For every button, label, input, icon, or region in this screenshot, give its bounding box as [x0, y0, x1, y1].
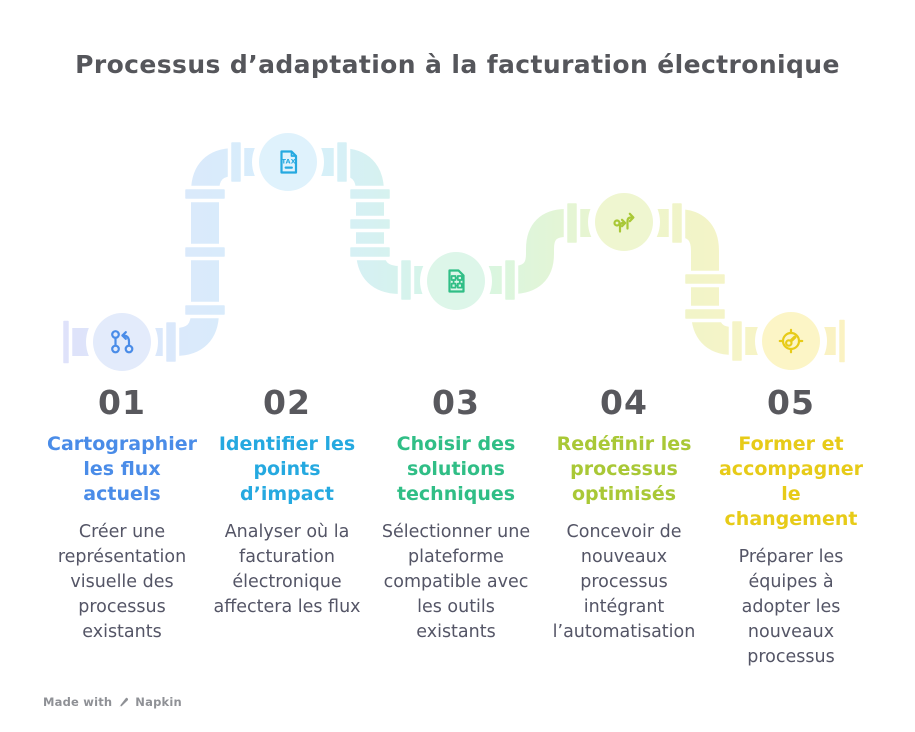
- pipe-joint: [728, 317, 746, 365]
- flow-branch-icon: [111, 330, 134, 354]
- page-title: Processus d’adaptation à la facturation …: [75, 50, 840, 79]
- pipe-joint: [681, 305, 729, 323]
- step-description: Concevoir de nouveaux processus intégran…: [552, 522, 696, 642]
- node-circle: [93, 313, 151, 371]
- step-column-4: 04 Redéfinir les processus optimisés Con…: [539, 384, 709, 645]
- node-circle: [427, 252, 485, 310]
- step-title: Cartographier les flux actuels: [47, 433, 197, 505]
- napkin-logo-icon: [119, 697, 129, 707]
- pipe-joint: [346, 185, 394, 203]
- pipe-joint: [333, 138, 351, 186]
- pipe-joint: [563, 199, 581, 247]
- watermark: Made with Napkin: [43, 695, 182, 709]
- selection-document-icon: [448, 269, 465, 293]
- step-number: 05: [767, 383, 815, 422]
- step-title: Choisir des solutions techniques: [396, 433, 516, 505]
- step-number: 03: [432, 383, 480, 422]
- step-column-5: 05 Former et accompagner le changement P…: [706, 384, 876, 670]
- step-title: Former et accompagner le changement: [718, 433, 863, 530]
- step-number: 01: [98, 383, 146, 422]
- step-title: Identifier les points d’impact: [218, 433, 356, 505]
- pipe-joint: [162, 318, 180, 366]
- step-description: Préparer les équipes à adopter les nouve…: [738, 547, 844, 667]
- node-step-2: TAX: [252, 126, 324, 198]
- step-column-1: 01 Cartographier les flux actuels Créer …: [37, 384, 207, 645]
- pipe-joint: [681, 270, 729, 288]
- step-description: Sélectionner une plateforme compatible a…: [381, 522, 531, 642]
- node-step-3: [420, 245, 492, 317]
- step-description: Créer une représentation visuelle des pr…: [57, 522, 187, 642]
- step-title: Redéfinir les processus optimisés: [556, 433, 692, 505]
- node-step-5: [755, 305, 827, 377]
- step-number: 02: [263, 383, 311, 422]
- node-step-1: [86, 306, 158, 378]
- pipe-joint: [501, 256, 519, 304]
- pipe-joint: [181, 243, 229, 261]
- pipe-endcap-left: [59, 317, 73, 367]
- pipe-joint: [346, 243, 394, 261]
- step-description: Analyser où la facturation électronique …: [213, 522, 361, 617]
- target-gauge-icon: [778, 328, 804, 354]
- pipe-joint: [346, 215, 394, 233]
- node-circle: [259, 133, 317, 191]
- svg-text:TAX: TAX: [282, 158, 296, 165]
- pipe-joints: [59, 138, 849, 367]
- step-number: 04: [600, 383, 648, 422]
- step-column-3: 03 Choisir des solutions techniques Séle…: [371, 384, 541, 645]
- pipe-endcap-right: [835, 316, 849, 366]
- tax-document-icon: TAX: [280, 150, 298, 174]
- pipe-joint: [668, 199, 686, 247]
- watermark-brand: Napkin: [135, 695, 182, 709]
- step-column-2: 02 Identifier les points d’impact Analys…: [202, 384, 372, 620]
- pipe-joint: [397, 256, 415, 304]
- pipe-joint: [227, 138, 245, 186]
- watermark-prefix: Made with: [43, 695, 113, 709]
- pipe-joint: [181, 185, 229, 203]
- redirect-arrows-icon: [613, 212, 635, 233]
- node-step-4: [588, 186, 660, 258]
- pipe-joint: [181, 301, 229, 319]
